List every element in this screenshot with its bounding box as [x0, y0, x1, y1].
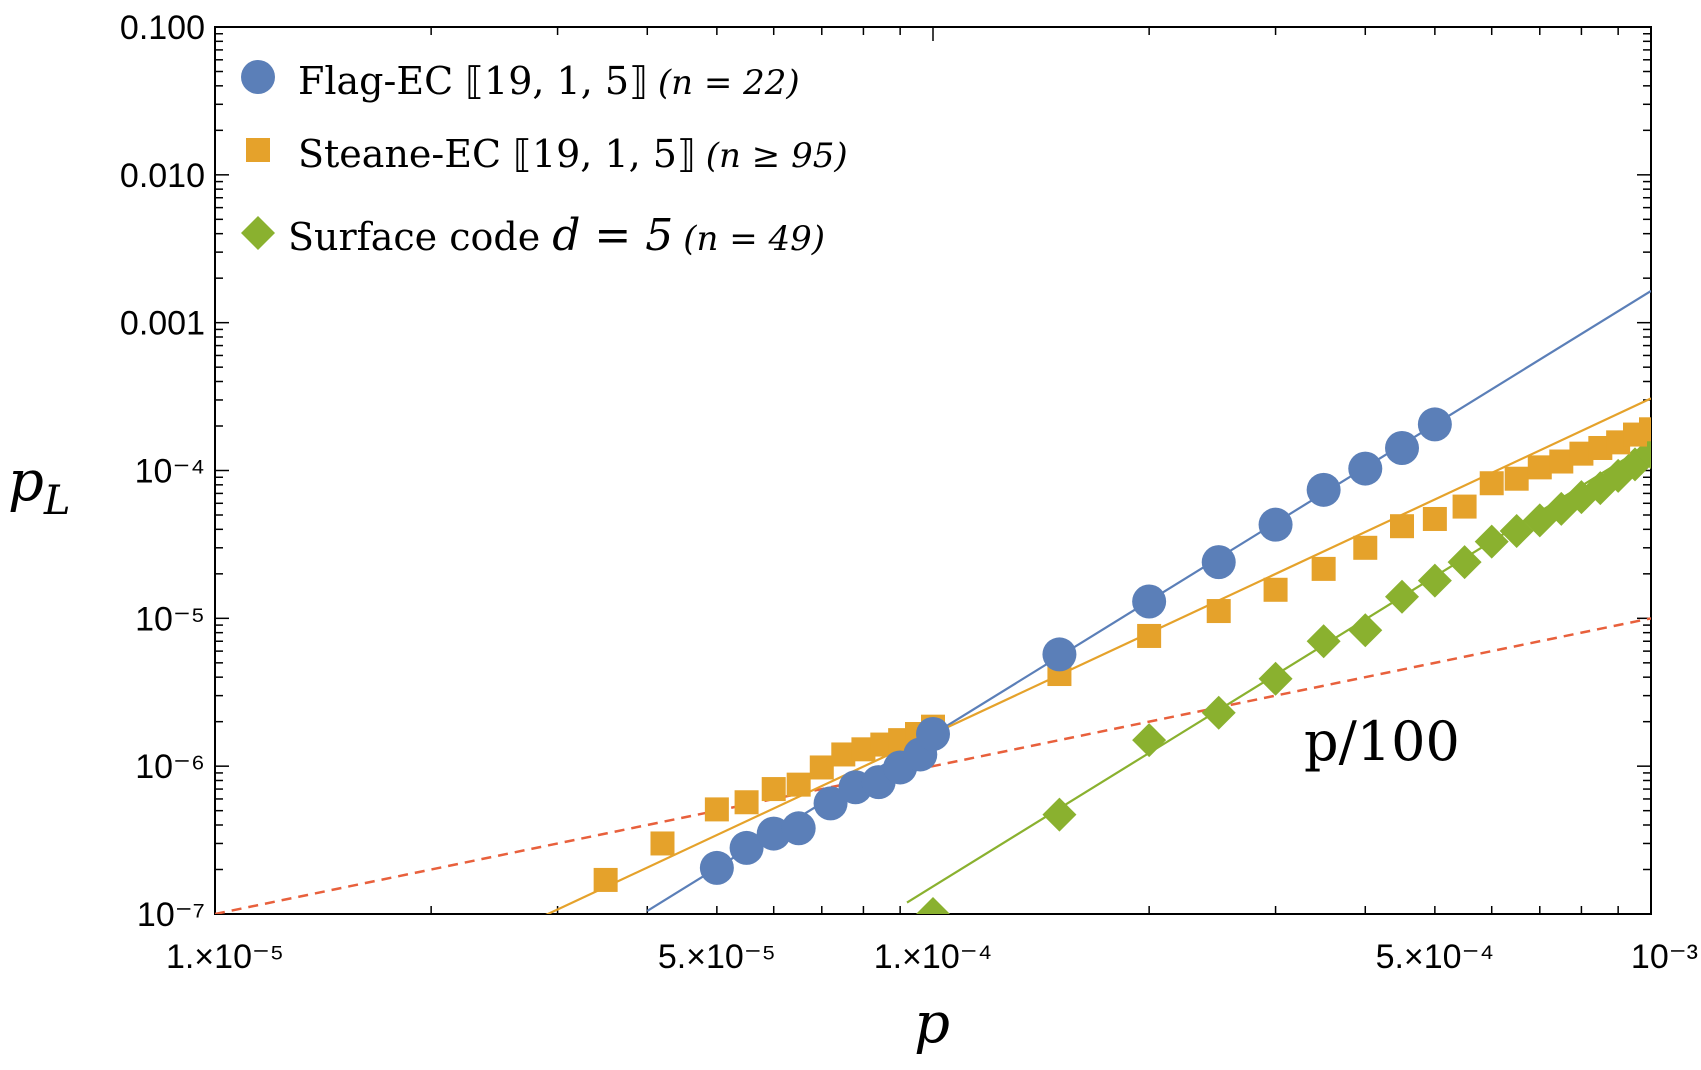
legend-label-sub: (n = 49): [683, 219, 825, 259]
legend-label: Steane-EC ⟦19, 1, 5⟧ (n ≥ 95): [298, 132, 848, 176]
legend-label-sub: (n ≥ 95): [706, 136, 848, 176]
legend-label-main: Surface code: [288, 215, 540, 259]
circle-point: [1258, 507, 1293, 542]
circle-point: [916, 717, 950, 752]
y-axis-title: pL: [8, 449, 70, 524]
legend: Flag-EC ⟦19, 1, 5⟧ (n = 22) Steane-EC ⟦19,…: [241, 59, 848, 261]
x-axis-title: p: [914, 991, 950, 1056]
diamond-point: [1348, 613, 1383, 648]
y-axis-title-sub: L: [43, 478, 71, 524]
square-point: [786, 772, 811, 797]
y-tick-label: 10⁻⁴: [135, 453, 205, 491]
circle-point: [813, 786, 848, 821]
legend-label-sub: (n = 22): [658, 63, 800, 103]
x-tick-label: 5.×10⁻⁵: [658, 938, 776, 976]
square-point: [761, 777, 786, 802]
square-point: [1504, 466, 1529, 491]
fit-lines: [545, 289, 1651, 914]
square-point: [1452, 494, 1477, 519]
square-point: [809, 755, 834, 780]
circle-point: [1201, 545, 1236, 580]
legend-label: Flag-EC ⟦19, 1, 5⟧ (n = 22): [298, 59, 800, 103]
y-tick-label: 0.001: [120, 305, 205, 343]
square-point: [1422, 506, 1447, 531]
legend-label-main: Flag-EC ⟦19, 1, 5⟧: [298, 59, 648, 103]
x-tick-label: 1.×10⁻⁵: [166, 938, 284, 976]
diamond-point: [916, 897, 950, 914]
reference-line-path: [215, 617, 1651, 914]
diamond-point: [1201, 695, 1236, 730]
legend-label: Surface code d = 5 (n = 49): [288, 210, 825, 261]
circle-point: [1348, 451, 1383, 486]
circle-point: [1417, 407, 1452, 442]
diamond-point: [1385, 579, 1420, 614]
circle-point: [1306, 472, 1341, 507]
tick-labels: 1.×10⁻⁵ 5.×10⁻⁵ 1.×10⁻⁴ 5.×10⁻⁴ 10⁻³ 0.100 0.0…: [120, 9, 1698, 976]
square-point: [1353, 535, 1378, 560]
reference-line-label: p/100: [1304, 710, 1460, 773]
diamond-point: [1522, 503, 1557, 538]
markers: [593, 407, 1651, 914]
square-point: [704, 797, 729, 822]
legend-label-main: Steane-EC ⟦19, 1, 5⟧: [298, 132, 696, 176]
reference-line: [215, 617, 1651, 914]
circle-point: [699, 850, 734, 885]
diamond-point: [1447, 545, 1482, 580]
square-point: [1263, 577, 1288, 602]
circle-point: [1042, 637, 1077, 672]
square-point: [1527, 455, 1552, 480]
y-tick-label: 10⁻⁵: [135, 600, 205, 638]
square-point: [1137, 623, 1162, 648]
square-point: [1479, 471, 1504, 496]
diamond-point: [1306, 624, 1341, 659]
circle-point: [1385, 430, 1420, 465]
x-tick-label: 10⁻³: [1631, 938, 1698, 976]
legend-circle-marker: [241, 60, 275, 94]
diamond-point: [1474, 524, 1509, 559]
legend-diamond-marker: [241, 216, 275, 250]
diamond-point: [1417, 563, 1452, 598]
y-tick-label: 10⁻⁶: [135, 748, 205, 786]
legend-square-marker: [246, 138, 270, 162]
x-tick-label: 1.×10⁻⁴: [874, 938, 993, 976]
y-axis-title-main: p: [8, 449, 44, 514]
y-tick-label: 0.010: [120, 157, 205, 195]
square-point: [734, 790, 759, 815]
diamond-point: [1132, 723, 1167, 758]
fit-line: [545, 397, 1651, 914]
circle-point: [781, 811, 816, 846]
diamond-point: [1258, 661, 1293, 696]
diamond-point: [1042, 797, 1077, 832]
square-point: [650, 831, 675, 856]
y-tick-label: 10⁻⁷: [137, 896, 205, 934]
y-tick-label: 0.100: [120, 9, 205, 47]
circle-point: [1132, 584, 1167, 619]
square-point: [831, 742, 856, 767]
square-point: [1206, 599, 1231, 624]
square-point: [1639, 417, 1651, 442]
circle-point: [729, 830, 764, 865]
square-point: [593, 867, 618, 892]
square-point: [1311, 556, 1336, 581]
square-point: [1549, 449, 1574, 474]
x-tick-label: 5.×10⁻⁴: [1376, 938, 1495, 976]
legend-label-d: d = 5: [552, 210, 673, 261]
square-point: [1390, 514, 1415, 539]
